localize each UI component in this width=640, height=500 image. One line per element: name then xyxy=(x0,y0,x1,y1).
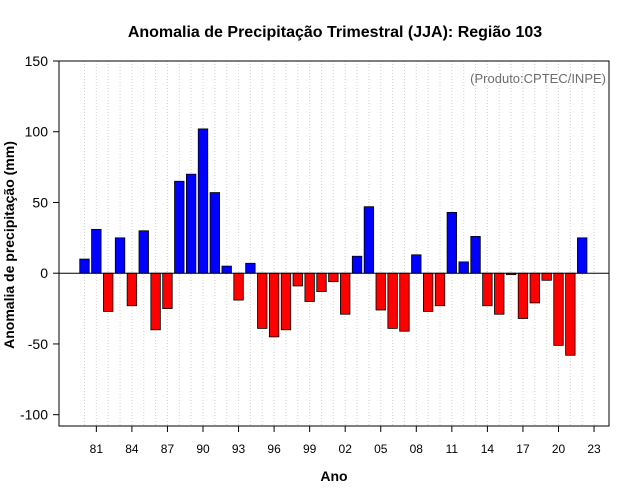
bar-2002 xyxy=(340,272,351,315)
bar-2007 xyxy=(399,272,410,332)
bar-2004 xyxy=(363,206,375,274)
bar-1996 xyxy=(268,272,280,338)
bar-1991 xyxy=(209,192,221,274)
bar-2005 xyxy=(375,272,386,311)
bar-2014 xyxy=(482,272,493,307)
bar-1987 xyxy=(162,272,173,309)
x-tick-label: 17 xyxy=(516,442,530,456)
x-tick-label: 87 xyxy=(161,442,175,456)
y-tick-label: -100 xyxy=(20,407,48,423)
bar-2012 xyxy=(458,261,469,274)
bar-1998 xyxy=(292,272,303,287)
x-tick-label: 84 xyxy=(125,442,139,456)
bar-1992 xyxy=(221,265,232,274)
bar-2017 xyxy=(517,272,529,319)
bar-2021 xyxy=(565,272,576,356)
bar-1989 xyxy=(185,173,197,274)
bars xyxy=(79,128,588,356)
bar-2008 xyxy=(411,254,422,274)
x-tick-label: 99 xyxy=(303,442,317,456)
bar-2006 xyxy=(387,272,398,329)
bar-2011 xyxy=(446,211,458,274)
x-tick-label: 96 xyxy=(267,442,281,456)
bar-2020 xyxy=(553,272,564,346)
bar-1983 xyxy=(114,237,126,274)
bar-1994 xyxy=(245,262,256,274)
y-tick-label: 50 xyxy=(32,194,48,210)
bar-2000 xyxy=(316,272,327,293)
bar-1990 xyxy=(197,128,209,274)
x-tick-label: 14 xyxy=(481,442,495,456)
y-tick-label: 150 xyxy=(25,53,49,69)
x-axis: 81 84 87 90 93 96 99 02 05 08 11 14 17 20 23 xyxy=(90,426,601,456)
grid-lines xyxy=(84,61,595,426)
bar-1999 xyxy=(304,272,315,302)
bar-2001 xyxy=(328,272,339,283)
bar-1984 xyxy=(126,272,138,307)
x-tick-label: 90 xyxy=(196,442,210,456)
bar-1985 xyxy=(138,230,149,274)
source-annotation: (Produto:CPTEC/INPE) xyxy=(470,71,606,86)
bar-1981 xyxy=(91,228,102,274)
x-tick-label: 02 xyxy=(339,442,353,456)
y-tick-label: 0 xyxy=(40,265,48,281)
bar-2018 xyxy=(529,272,540,304)
bar-1982 xyxy=(103,272,114,312)
bar-2010 xyxy=(434,272,446,307)
bar-2013 xyxy=(470,236,481,274)
bar-2003 xyxy=(351,255,363,274)
bar-1997 xyxy=(280,272,292,331)
x-axis-label: Ano xyxy=(320,468,347,484)
bar-2015 xyxy=(494,272,505,315)
x-tick-label: 23 xyxy=(587,442,601,456)
chart-title: Anomalia de Precipitação Trimestral (JJA… xyxy=(128,24,542,41)
bar-1995 xyxy=(257,272,268,329)
y-axis: -100 -50 0 50 100 150 xyxy=(20,53,59,423)
bar-2022 xyxy=(577,237,588,274)
x-tick-label: 05 xyxy=(374,442,388,456)
bar-1986 xyxy=(150,272,161,331)
bar-2009 xyxy=(422,272,434,312)
y-tick-label: 100 xyxy=(25,124,49,140)
bar-1988 xyxy=(174,180,185,274)
x-tick-label: 93 xyxy=(232,442,246,456)
y-axis-label: Anomalia de precipitação (mm) xyxy=(1,141,17,349)
x-tick-label: 81 xyxy=(90,442,104,456)
x-tick-label: 11 xyxy=(446,442,459,456)
bar-2019 xyxy=(541,272,552,281)
y-tick-label: -50 xyxy=(28,336,48,352)
bar-1993 xyxy=(233,272,244,301)
x-tick-label: 08 xyxy=(410,442,424,456)
x-tick-label: 20 xyxy=(552,442,566,456)
plot-frame xyxy=(58,60,610,427)
bar-1980 xyxy=(79,258,90,274)
